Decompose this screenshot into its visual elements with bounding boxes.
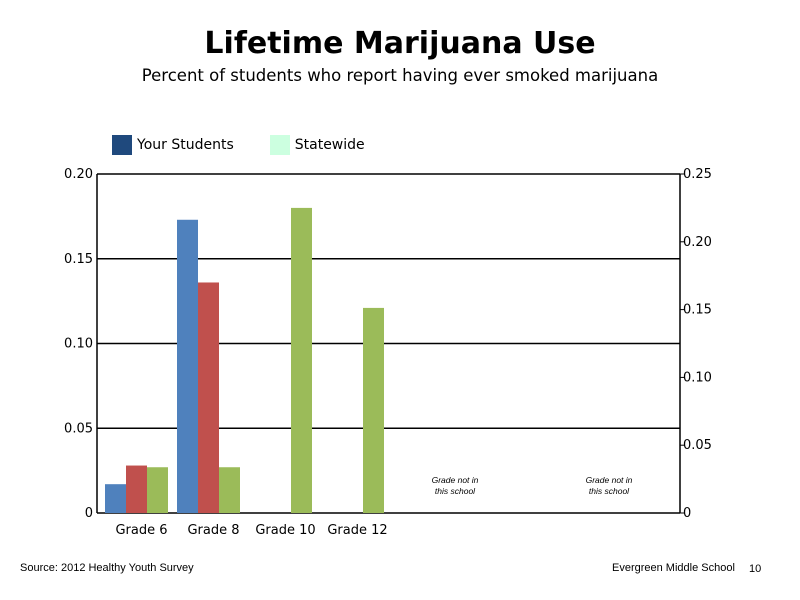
y-tick-label-left: 0.20 xyxy=(64,167,93,182)
chart-subtitle: Percent of students who report having ev… xyxy=(141,66,659,85)
legend-swatch-your-students xyxy=(112,135,132,155)
bar xyxy=(105,484,126,513)
y-tick-label-right: 0 xyxy=(683,506,691,521)
legend-item-statewide: Statewide xyxy=(269,135,365,155)
y-tick-label-left: 0.05 xyxy=(64,421,93,436)
chart-title: Lifetime Marijuana Use xyxy=(204,26,596,61)
bar xyxy=(198,282,219,513)
y-tick-label-right: 0.25 xyxy=(683,167,712,182)
x-tick-label: Grade 8 xyxy=(187,523,239,538)
source-note: Source: 2012 Healthy Youth Survey xyxy=(20,562,194,574)
y-tick-label-left: 0 xyxy=(85,506,93,521)
y-tick-label-left: 0.10 xyxy=(64,337,93,352)
bar xyxy=(126,465,147,513)
x-tick-label: Grade 12 xyxy=(327,523,387,538)
y-tick-label-right: 0.20 xyxy=(683,235,712,250)
bar xyxy=(147,467,168,513)
legend-label-your-students: Your Students xyxy=(137,137,234,153)
grade-not-in-school-note: this school xyxy=(435,486,476,496)
legend-label-statewide: Statewide xyxy=(294,137,365,153)
grade-not-in-school-note: this school xyxy=(589,486,630,496)
page-number: 10 xyxy=(749,563,762,575)
y-tick-label-right: 0.15 xyxy=(683,303,712,318)
y-tick-label-right: 0.05 xyxy=(683,438,712,453)
bar xyxy=(219,467,240,513)
grade-not-in-school-note: Grade not in xyxy=(432,475,479,485)
y-tick-label-left: 0.15 xyxy=(64,252,93,267)
grade-not-in-school-note: Grade not in xyxy=(586,475,633,485)
bar xyxy=(291,207,312,513)
y-tick-label-right: 0.10 xyxy=(683,370,712,385)
x-tick-label: Grade 10 xyxy=(255,523,315,538)
legend: Your Students Statewide xyxy=(112,135,401,155)
bar xyxy=(177,219,198,513)
school-name: Evergreen Middle School xyxy=(612,562,735,574)
legend-item-your-students: Your Students xyxy=(112,135,234,155)
legend-swatch-statewide xyxy=(269,135,290,155)
x-tick-label: Grade 6 xyxy=(115,523,167,538)
bar xyxy=(363,307,384,513)
